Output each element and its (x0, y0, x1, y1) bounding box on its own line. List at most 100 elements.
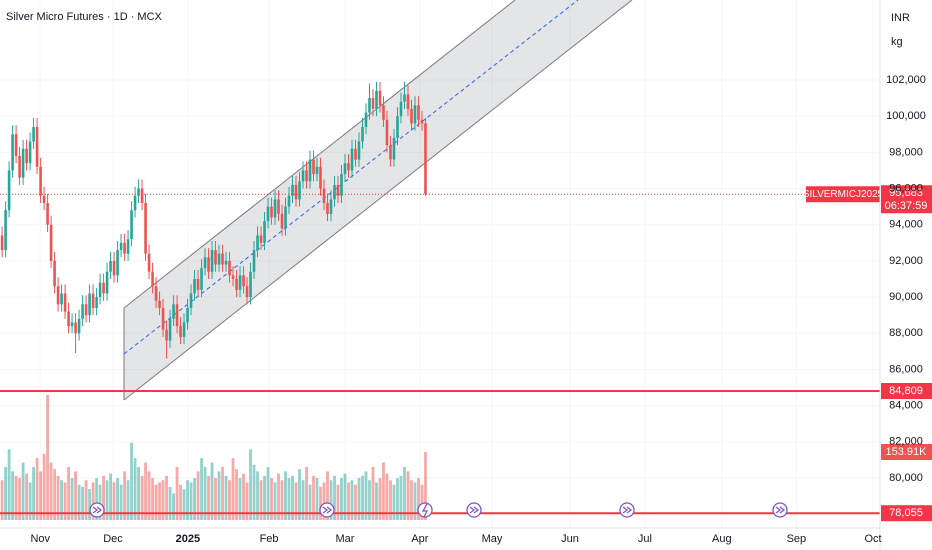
candle-body (196, 278, 200, 290)
candle-body (270, 206, 273, 218)
candle-body (235, 278, 238, 290)
candle-body (280, 213, 284, 229)
y-tick-label: 96,000 (889, 182, 923, 194)
candle-body (147, 253, 151, 272)
volume-bar (63, 482, 67, 520)
candle-body (7, 170, 11, 211)
candle-body (123, 242, 126, 254)
x-tick-label: Jul (638, 533, 652, 545)
volume-bar (67, 466, 70, 520)
y-tick-label: 88,000 (889, 327, 923, 339)
y-tick-label: 80,000 (889, 472, 923, 484)
volume-bar (305, 466, 308, 520)
event-icon[interactable] (417, 502, 433, 518)
level-label: 78,055 (889, 507, 923, 519)
candle-body (333, 184, 336, 200)
volume-bar (322, 482, 326, 520)
volume-bar (98, 484, 102, 520)
volume-bar (207, 475, 210, 520)
candle-body (210, 250, 214, 272)
volume-bar (294, 482, 298, 520)
candle-body (203, 257, 207, 269)
volume-bar (403, 466, 406, 520)
candle-body (116, 250, 119, 276)
volume-bar (259, 480, 263, 520)
candle-body (343, 163, 347, 175)
candle-body (46, 203, 49, 225)
volume-bar (424, 452, 427, 520)
volume-bar (18, 478, 21, 520)
volume-bar (375, 482, 378, 520)
candle-body (347, 163, 350, 171)
volume-bar (105, 480, 109, 520)
level-label: 84,809 (889, 385, 923, 397)
y-tick-label: 94,000 (889, 219, 923, 231)
volume-bar (266, 466, 270, 520)
candle-body (396, 116, 399, 138)
y-tick-label: 82,000 (889, 436, 923, 448)
candle-body (256, 235, 259, 251)
level-label-box (881, 505, 932, 522)
candle-body (263, 221, 266, 243)
event-arrow (92, 506, 103, 514)
candle-body (35, 127, 39, 167)
y-tick-label: 90,000 (889, 291, 923, 303)
volume-bar (137, 466, 140, 520)
volume-bar (263, 475, 266, 520)
candle-body (81, 304, 84, 319)
x-tick-label: Feb (260, 533, 279, 545)
volume-bar (392, 484, 396, 520)
candle-body (238, 275, 242, 290)
volume-bar (357, 478, 361, 520)
candle-body (11, 134, 14, 171)
volume-bar (326, 471, 329, 520)
volume-bar (235, 469, 238, 520)
volume-bar (301, 480, 305, 520)
candle-body (294, 184, 298, 200)
candle-body (98, 282, 102, 298)
candle-body (308, 159, 312, 182)
x-tick-label: Sep (787, 533, 807, 545)
currency-label: INR (891, 12, 910, 24)
volume-bar (14, 475, 18, 520)
volume-bar (175, 466, 179, 520)
volume-label: 153.91K (886, 446, 928, 458)
volume-bar (410, 480, 413, 520)
candle-body (368, 98, 371, 113)
volume-bar (378, 478, 382, 520)
volume-bar (133, 458, 137, 520)
volume-bar (109, 473, 112, 520)
candle-body (245, 286, 249, 298)
candle-body (406, 94, 410, 109)
candle-body (322, 188, 326, 204)
candle-body (354, 148, 357, 160)
volume-bar (151, 478, 154, 520)
candle-body (364, 112, 368, 128)
volume-bar (340, 478, 343, 520)
volume-bar (315, 478, 319, 520)
volume-bar (95, 478, 98, 520)
candle-body (95, 297, 98, 308)
candle-body (60, 293, 63, 305)
volume-bar (224, 475, 228, 520)
volume-bar (119, 484, 123, 520)
event-arrow (622, 506, 633, 514)
candle-body (21, 148, 25, 178)
volume-bar (168, 486, 172, 520)
volume-bar (221, 466, 224, 520)
candle-body (200, 268, 203, 290)
volume-bar (7, 449, 11, 520)
volume-bar (368, 480, 371, 520)
candle-body (329, 199, 333, 214)
candle-body (221, 253, 224, 265)
volume-bar (112, 482, 116, 520)
candle-body (371, 98, 375, 109)
volume-bar (319, 486, 322, 520)
candle-body (361, 127, 364, 142)
volume-bar (417, 478, 420, 520)
candle-body (217, 253, 221, 265)
candle-body (214, 250, 217, 265)
x-tick-label: Nov (30, 533, 50, 545)
candle-body (105, 271, 109, 294)
